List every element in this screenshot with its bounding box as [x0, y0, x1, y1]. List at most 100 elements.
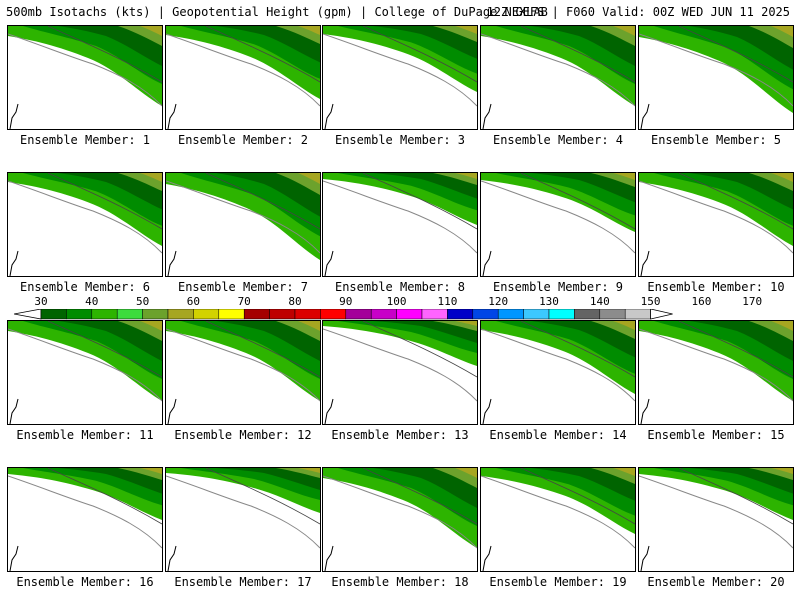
coastline-fragment	[9, 398, 19, 424]
isotach-band	[216, 26, 320, 63]
isotach-band	[58, 468, 162, 494]
isotach-band	[298, 173, 320, 184]
colorbar-left-arrow	[14, 309, 42, 320]
isotach-band	[689, 468, 793, 494]
colorbar-swatch	[243, 309, 270, 320]
coastline	[481, 33, 635, 107]
isotach-band	[749, 468, 793, 480]
height-contour	[362, 468, 477, 525]
isotach-band	[749, 321, 793, 341]
coastline-fragment	[640, 250, 650, 276]
isotach-shading	[166, 173, 320, 260]
isotach-band	[591, 321, 635, 339]
isotach-band	[771, 26, 793, 37]
coastline	[323, 328, 477, 402]
member-label: Ensemble Member: 10	[647, 280, 785, 294]
coastline	[639, 33, 793, 107]
colorbar-swatch	[548, 309, 575, 320]
isotach-band	[771, 468, 793, 474]
isotach-band	[118, 173, 162, 191]
header-title: 500mb Isotachs (kts) | Geopotential Heig…	[6, 5, 548, 19]
isotach-band	[140, 26, 162, 36]
isotach-shading	[8, 173, 162, 246]
isotach-shading	[8, 468, 162, 520]
colorbar-tick-label: 70	[237, 295, 251, 308]
isotach-band	[689, 321, 793, 361]
member-map	[638, 467, 794, 572]
colorbar-swatch	[320, 309, 347, 320]
member-label: Ensemble Member: 4	[492, 133, 624, 147]
colorbar-swatch	[599, 309, 626, 320]
isotach-band	[140, 321, 162, 331]
isotach-shading	[166, 468, 320, 513]
isotach-band	[373, 173, 477, 199]
isotach-band	[689, 173, 793, 210]
colorbar-tick-label: 100	[386, 295, 407, 308]
coastline-fragment	[167, 250, 177, 276]
member-map	[7, 320, 163, 425]
coastline	[166, 328, 320, 402]
height-contour	[362, 173, 477, 230]
height-contour	[47, 468, 162, 525]
member-label: Ensemble Member: 20	[647, 575, 785, 589]
isotach-band	[771, 321, 793, 331]
coastline-fragment	[324, 103, 334, 129]
isotach-band	[613, 321, 635, 330]
isotach-band	[749, 173, 793, 191]
colorbar-swatch	[523, 309, 550, 320]
isotach-band	[591, 26, 635, 46]
coastline	[481, 180, 635, 254]
isotach-band	[298, 321, 320, 331]
isotach-band	[216, 468, 320, 490]
isotach-shading	[166, 26, 320, 99]
colorbar-tick-label: 30	[34, 295, 48, 308]
coastline-fragment	[167, 103, 177, 129]
member-label: Ensemble Member: 15	[647, 428, 785, 442]
isotach-shading	[481, 26, 635, 106]
isotach-band	[455, 26, 477, 34]
colorbar-right-arrow	[650, 309, 673, 320]
colorbar-tick-label: 140	[589, 295, 610, 308]
coastline-fragment	[324, 250, 334, 276]
member-map	[322, 172, 478, 277]
height-contour	[205, 26, 320, 83]
member-map	[480, 320, 636, 425]
isotach-band	[276, 468, 320, 478]
member-map	[322, 25, 478, 130]
isotach-shading	[323, 26, 477, 92]
isotach-band	[591, 468, 635, 484]
isotach-band	[118, 26, 162, 46]
isotach-band	[613, 173, 635, 180]
member-map	[7, 25, 163, 130]
isotach-shading	[323, 321, 477, 366]
member-label: Ensemble Member: 14	[489, 428, 627, 442]
isotach-band	[373, 468, 477, 508]
coastline-fragment	[482, 250, 492, 276]
isotach-band	[298, 26, 320, 35]
coastline	[639, 475, 793, 549]
member-map	[480, 467, 636, 572]
isotach-band	[613, 26, 635, 36]
coastline	[166, 475, 320, 549]
member-map	[638, 320, 794, 425]
isotach-band	[455, 321, 477, 326]
isotach-band	[613, 468, 635, 476]
isotach-shading	[639, 26, 793, 113]
member-label: Ensemble Member: 13	[331, 428, 469, 442]
isotach-band	[455, 468, 477, 478]
coastline-fragment	[482, 545, 492, 571]
member-label: Ensemble Member: 8	[334, 280, 466, 294]
isotach-band	[216, 321, 320, 361]
colorbar-tick-label: 110	[437, 295, 458, 308]
coastline-fragment	[9, 103, 19, 129]
member-map	[322, 467, 478, 572]
member-label: Ensemble Member: 19	[489, 575, 627, 589]
coastline-fragment	[482, 103, 492, 129]
coastline-fragment	[9, 545, 19, 571]
isotach-band	[531, 173, 635, 203]
isotach-band	[118, 321, 162, 341]
member-label: Ensemble Member: 11	[16, 428, 154, 442]
isotach-band	[531, 321, 635, 358]
isotach-shading	[166, 321, 320, 401]
isotach-shading	[8, 321, 162, 401]
